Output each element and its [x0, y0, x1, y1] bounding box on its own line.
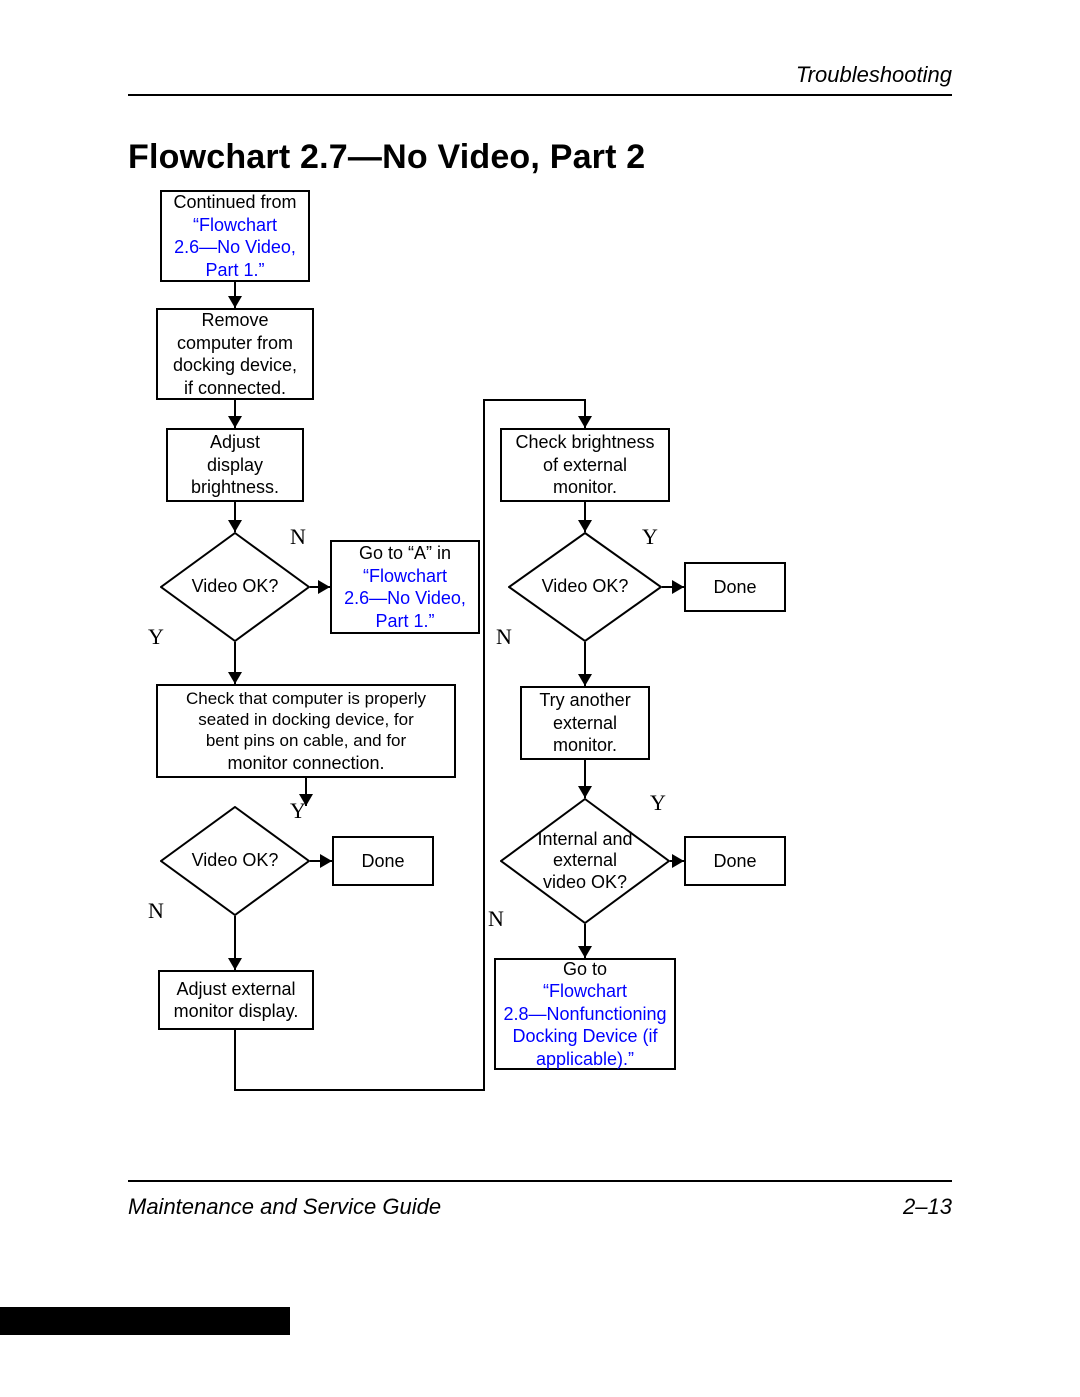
- branch-label: Y: [148, 624, 164, 650]
- flow-text: Done: [713, 850, 756, 873]
- footer-left: Maintenance and Service Guide: [128, 1194, 441, 1220]
- branch-label: Y: [642, 524, 658, 550]
- flow-node-n1: Continued from“Flowchart2.6—No Video,Par…: [160, 190, 310, 282]
- flow-link-text[interactable]: 2.6—No Video,: [174, 236, 296, 259]
- flow-text: computer from: [177, 332, 293, 355]
- flow-text: docking device,: [173, 354, 297, 377]
- flow-node-r4: Done: [684, 836, 786, 886]
- branch-label: N: [148, 898, 164, 924]
- flow-node-n2: Removecomputer fromdocking device,if con…: [156, 308, 314, 400]
- binding-bar: [0, 1307, 290, 1335]
- footer-right: 2–13: [903, 1194, 952, 1220]
- flow-text: Continued from: [173, 191, 296, 214]
- branch-label: Y: [650, 790, 666, 816]
- flow-link-text[interactable]: “Flowchart: [193, 214, 277, 237]
- footer-rule: [128, 1180, 952, 1182]
- flow-node-r2: Done: [684, 562, 786, 612]
- flow-text: Done: [713, 576, 756, 599]
- document-page: Troubleshooting Flowchart 2.7—No Video, …: [0, 0, 1080, 1397]
- flowchart-canvas: Continued from“Flowchart2.6—No Video,Par…: [0, 0, 1080, 1397]
